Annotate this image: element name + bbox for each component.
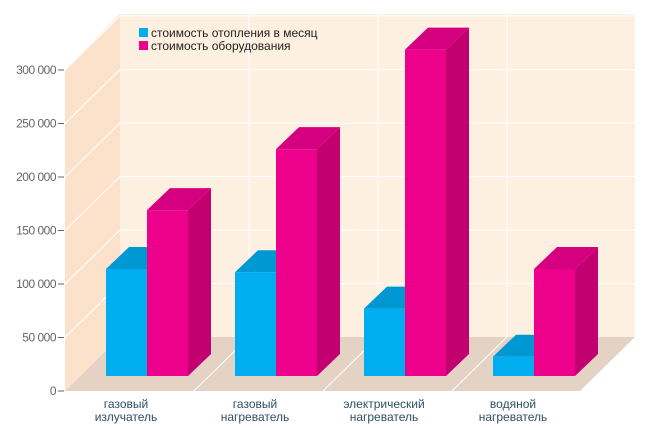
gridline-floor bbox=[451, 336, 508, 392]
x-category-label: газовый bbox=[233, 397, 277, 411]
bar-side-1 bbox=[188, 188, 211, 376]
y-tick-label: 250 000 bbox=[16, 117, 57, 131]
gridline-side bbox=[64, 176, 121, 231]
y-tick-label: 150 000 bbox=[16, 224, 57, 238]
bar-0 bbox=[106, 269, 147, 376]
x-category-label: водяной bbox=[490, 397, 536, 411]
bar-top-1 bbox=[147, 188, 211, 211]
x-category-label: нагреватель bbox=[350, 410, 419, 424]
bar-0 bbox=[493, 356, 534, 376]
legend-swatch bbox=[139, 41, 148, 50]
bar-top-1 bbox=[534, 247, 598, 269]
bar-1 bbox=[276, 149, 317, 376]
gridline-side bbox=[64, 69, 121, 124]
bar-1 bbox=[405, 49, 446, 377]
bar-1 bbox=[534, 269, 575, 376]
y-tick-label: 200 000 bbox=[16, 170, 57, 184]
y-tick-label: 0 bbox=[50, 384, 57, 398]
x-category-label: излучатель bbox=[95, 410, 158, 424]
gridline-side bbox=[64, 15, 121, 71]
x-category-label: нагреватель bbox=[479, 410, 548, 424]
bar-top-1 bbox=[405, 27, 469, 50]
y-tick-label: 300 000 bbox=[16, 63, 57, 77]
legend-swatch bbox=[139, 28, 148, 37]
x-category-label: электрический bbox=[343, 397, 424, 411]
y-tick-label: 100 000 bbox=[16, 277, 57, 291]
x-category-label: газовый bbox=[104, 397, 148, 411]
y-tick-label: 50 000 bbox=[22, 331, 57, 345]
bar-side-1 bbox=[575, 247, 598, 376]
legend-label: стоимость отопления в месяц bbox=[151, 26, 318, 40]
bar-0 bbox=[235, 272, 276, 376]
gridline-side bbox=[64, 122, 121, 178]
bar-0 bbox=[364, 308, 405, 376]
bar-side-1 bbox=[446, 27, 469, 377]
bar-side-1 bbox=[317, 127, 340, 376]
legend-label: стоимость оборудования bbox=[151, 39, 291, 53]
gridline-side bbox=[64, 229, 121, 285]
bar-1 bbox=[147, 210, 188, 376]
x-category-label: нагреватель bbox=[221, 410, 290, 424]
bar-top-1 bbox=[276, 127, 340, 150]
